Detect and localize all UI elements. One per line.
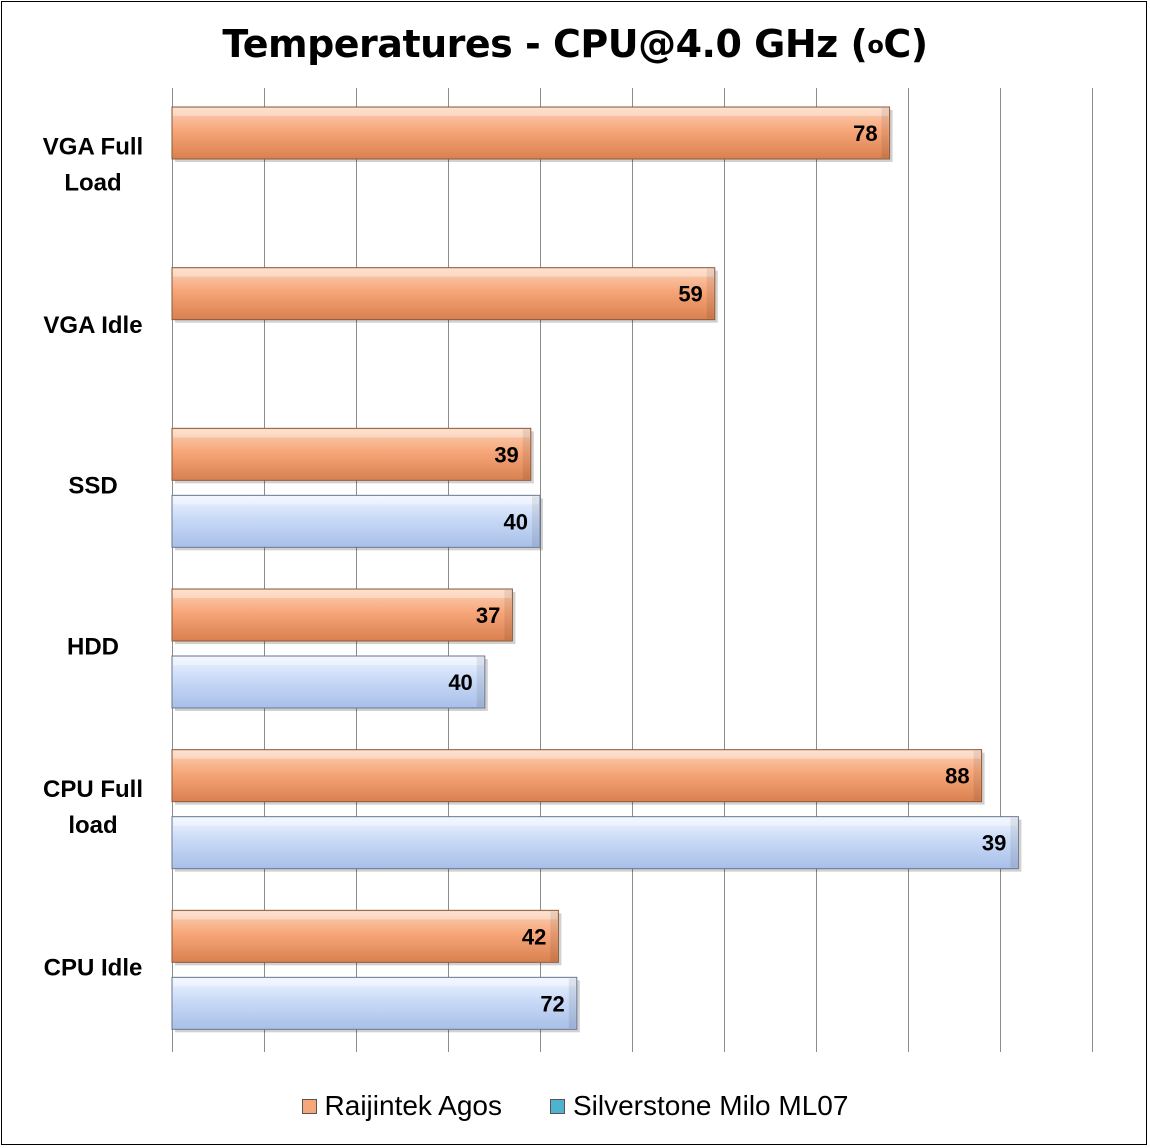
legend-item-series-1: Raijintek Agos [301, 1090, 502, 1122]
data-label: 40 [448, 670, 472, 695]
category-label-line: VGA Full [43, 133, 143, 160]
bar-end-bevel [522, 429, 530, 480]
bar-series-1: 59 [171, 267, 718, 323]
category-label-line: CPU Full [43, 776, 143, 803]
bar-end-bevel [504, 590, 512, 640]
legend-label-series-2: Silverstone Milo ML07 [572, 1090, 849, 1121]
category-label: CPU Idle [44, 955, 143, 982]
bar [171, 976, 578, 1030]
bar-series-1: 88 [171, 749, 985, 805]
bar-series-2: 40 [171, 655, 488, 711]
category-label-line: Load [64, 169, 121, 196]
bar [171, 267, 716, 321]
category-label: HDD [67, 633, 119, 660]
bar-highlight [173, 657, 484, 665]
bar-highlight [173, 911, 558, 920]
bar-highlight [173, 750, 981, 759]
bars: 78 59 39 40 37 40 88 39 42 72 [171, 106, 1022, 1033]
category-label-line: HDD [67, 633, 119, 660]
bar-series-1: 78 [171, 106, 893, 162]
legend-swatch-series-1 [301, 1098, 317, 1114]
legend-swatch-series-2 [549, 1098, 565, 1114]
legend: Raijintek Agos Silverstone Milo ML07 [0, 1090, 1150, 1122]
bar-highlight [173, 978, 576, 987]
bar [171, 655, 486, 709]
bar-end-bevel [550, 911, 558, 962]
bar [171, 494, 541, 548]
data-label: 59 [678, 282, 702, 307]
legend-item-series-2: Silverstone Milo ML07 [549, 1090, 849, 1122]
bar-series-1: 39 [171, 427, 534, 484]
bar-end-bevel [973, 750, 981, 801]
title-superscript: o [867, 31, 884, 59]
bar-series-1: 42 [171, 909, 562, 966]
data-label: 40 [504, 509, 528, 534]
bar-end-bevel [1010, 817, 1018, 868]
category-label-line: load [68, 812, 117, 839]
bar-end-bevel [706, 268, 714, 319]
bar-highlight [173, 817, 1018, 826]
chart-title: Temperatures - CPU@4.0 GHz (oC) [222, 22, 928, 66]
bar-series-1: 37 [171, 588, 516, 644]
category-label: CPU Full load [43, 776, 143, 839]
category-label: VGA Full Load [43, 133, 143, 196]
data-label: 37 [476, 603, 500, 628]
data-label: 72 [540, 991, 564, 1016]
bar-end-bevel [568, 978, 576, 1029]
bar-highlight [173, 108, 889, 116]
data-label: 39 [982, 831, 1006, 856]
category-label: VGA Idle [43, 312, 142, 339]
bar [171, 816, 1019, 870]
bar-end-bevel [532, 496, 539, 547]
data-label: 42 [522, 924, 546, 949]
bar [171, 749, 983, 803]
bar [171, 106, 891, 160]
bar-highlight [173, 496, 539, 505]
bar-series-2: 40 [171, 494, 543, 551]
bar [171, 427, 532, 481]
legend-label-series-1: Raijintek Agos [324, 1090, 502, 1121]
bar-highlight [173, 429, 530, 438]
bar-end-bevel [476, 657, 484, 707]
data-label: 88 [945, 764, 969, 789]
bar-highlight [173, 590, 512, 598]
category-label-line: VGA Idle [43, 312, 142, 339]
data-label: 78 [853, 121, 877, 146]
bar [171, 588, 513, 642]
bar-highlight [173, 268, 714, 277]
data-label: 39 [494, 442, 518, 467]
category-label: SSD [68, 473, 117, 500]
bar [171, 909, 559, 963]
gridlines [172, 88, 1093, 1052]
category-label-line: CPU Idle [44, 955, 143, 982]
bar-end-bevel [881, 108, 889, 158]
category-label-line: SSD [68, 473, 117, 500]
bar-series-2: 72 [171, 976, 580, 1033]
bar-series-2: 39 [171, 816, 1022, 872]
